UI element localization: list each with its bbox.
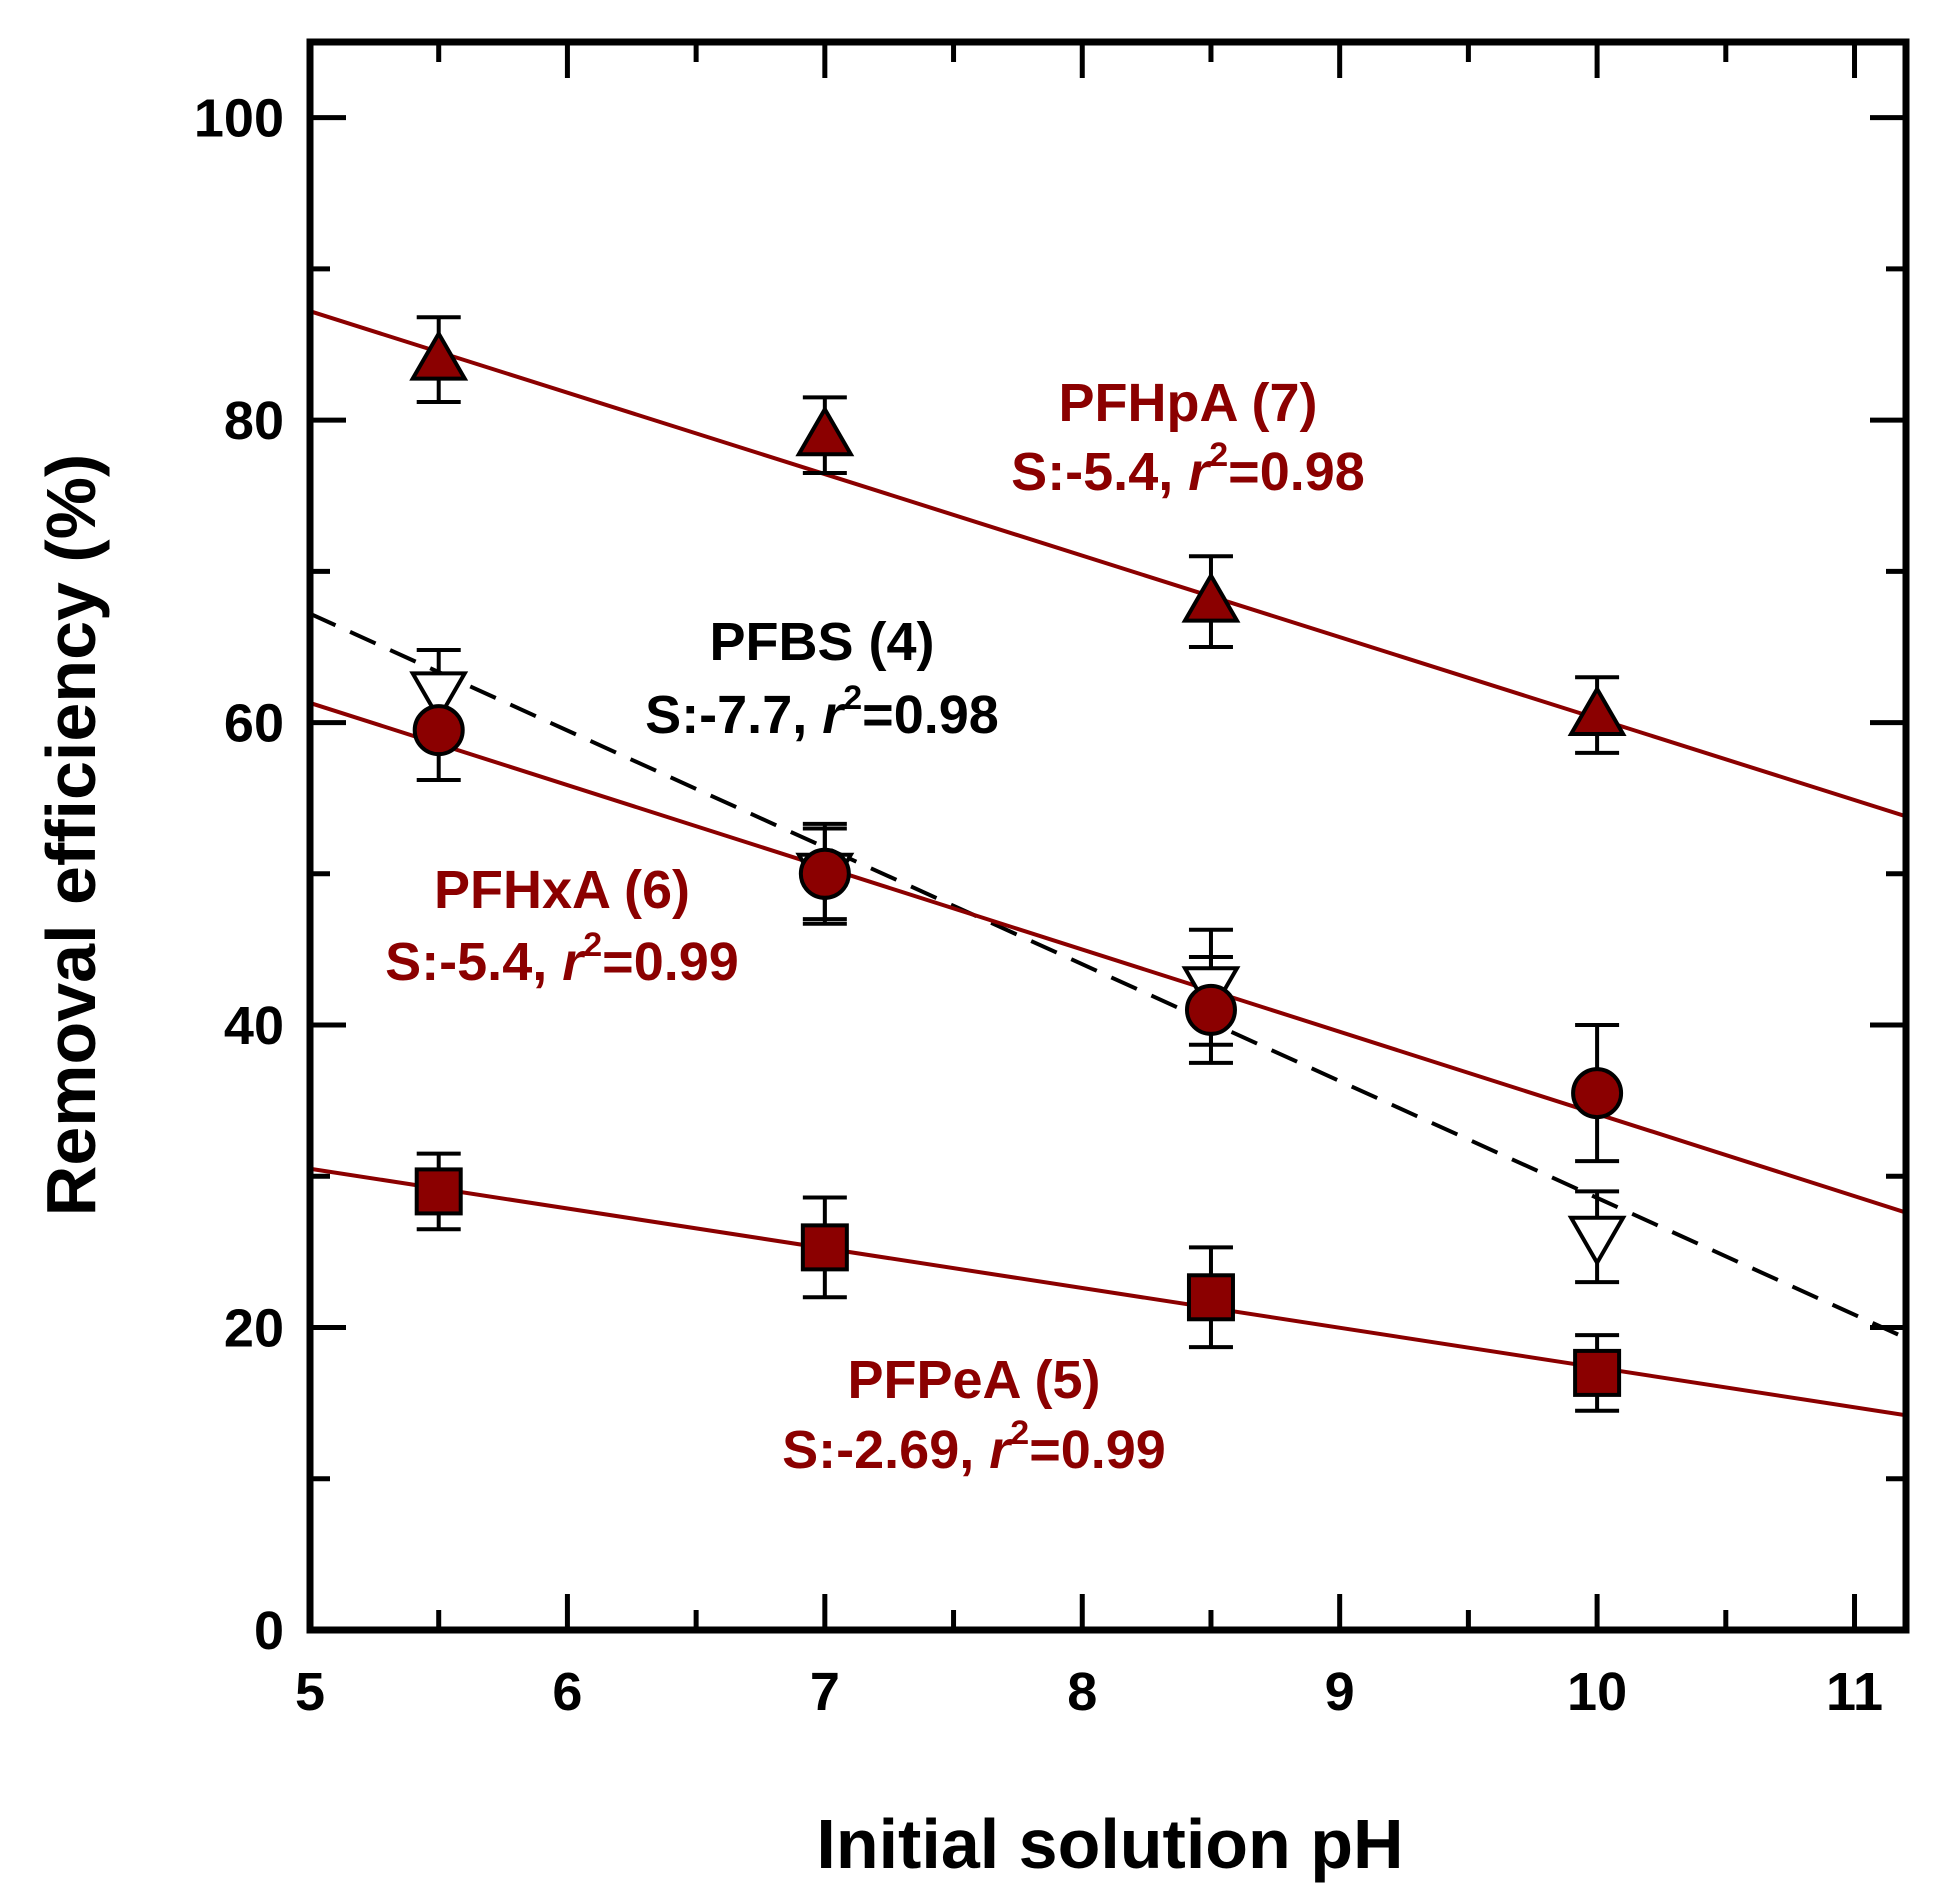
fit-line-pfhpa [309, 309, 1907, 819]
point-pfhxa [1184, 983, 1237, 1036]
fit-line-pfbs [309, 611, 1907, 1340]
point-pfpea [1186, 1273, 1235, 1322]
annotation-pfpea-value: =0.99 [1029, 1420, 1166, 1480]
point-pfpea [1573, 1348, 1622, 1397]
annotation-pfpea-name: PFPeA (5) [847, 1350, 1100, 1410]
y-tick-label: 20 [224, 1299, 284, 1359]
x-tick-label: 8 [1067, 1662, 1097, 1722]
annotation-pfhxa-value: =0.99 [602, 932, 739, 992]
annotation-pfpea-slope: S:-2.69, [782, 1420, 989, 1480]
point-pfhxa [1571, 1067, 1624, 1120]
annotation-pfhpa-value: =0.98 [1228, 442, 1365, 502]
point-pfbs [1567, 1215, 1627, 1267]
annotation-pfhpa-r: r [1188, 442, 1212, 502]
fit-line-pfhxa [309, 701, 1907, 1215]
point-pfhpa [1181, 571, 1241, 623]
annotation-pfhxa-r: r [562, 932, 586, 992]
annotation-pfhpa: PFHpA (7) S:-5.4, r2=0.98 [1011, 373, 1365, 502]
y-tick-label: 80 [224, 391, 284, 451]
point-pfhxa [412, 704, 465, 757]
y-axis-title: Removal efficiency (%) [32, 454, 110, 1216]
point-pfpea [414, 1167, 463, 1216]
annotation-pfhpa-slope: S:-5.4, [1011, 442, 1188, 502]
annotation-pfbs-r: r [822, 685, 846, 745]
y-tick-label: 100 [194, 89, 284, 149]
annotation-pfhxa: PFHxA (6) S:-5.4, r2=0.99 [385, 860, 739, 992]
x-tick-label: 5 [295, 1662, 325, 1722]
point-pfhpa [1567, 685, 1627, 737]
annotation-pfhxa-name: PFHxA (6) [434, 860, 690, 920]
annotation-pfbs-slope: S:-7.7, [645, 685, 822, 745]
point-pfhxa [798, 847, 851, 900]
annotation-pfbs: PFBS (4) S:-7.7, r2=0.98 [645, 612, 999, 745]
point-pfhpa [409, 329, 469, 381]
annotation-pfbs-value: =0.98 [862, 685, 999, 745]
annotation-pfpea: PFPeA (5) S:-2.69, r2=0.99 [782, 1350, 1166, 1480]
annotation-pfhpa-name: PFHpA (7) [1059, 373, 1318, 433]
annotation-pfbs-sup: 2 [843, 679, 862, 717]
point-pfbs [409, 671, 469, 723]
plot-frame [306, 38, 1910, 1634]
annotation-pfpea-sup: 2 [1010, 1414, 1029, 1452]
annotation-pfhxa-sup: 2 [583, 926, 602, 964]
x-tick-label: 7 [810, 1662, 840, 1722]
x-tick-label: 11 [1826, 1662, 1883, 1722]
x-axis-title: Initial solution pH [816, 1805, 1403, 1883]
point-pfhpa [795, 405, 855, 457]
annotation-pfpea-r: r [989, 1420, 1013, 1480]
annotation-pfpea-stats: S:-2.69, r2=0.99 [782, 1414, 1166, 1480]
x-tick-label: 6 [552, 1662, 582, 1722]
annotation-pfhxa-slope: S:-5.4, [385, 932, 562, 992]
annotation-pfhpa-sup: 2 [1209, 436, 1228, 474]
fit-lines [309, 309, 1907, 1418]
x-tick-label: 9 [1325, 1662, 1355, 1722]
point-pfpea [800, 1223, 849, 1272]
x-tick-label: 10 [1567, 1662, 1627, 1722]
data-points [409, 329, 1627, 1397]
y-tick-label: 0 [254, 1601, 284, 1661]
y-tick-label: 60 [224, 694, 284, 754]
y-tick-label: 40 [224, 996, 284, 1056]
annotation-pfhpa-stats: S:-5.4, r2=0.98 [1011, 436, 1365, 502]
annotation-pfhxa-stats: S:-5.4, r2=0.99 [385, 926, 739, 992]
annotation-pfbs-stats: S:-7.7, r2=0.98 [645, 679, 999, 745]
axis-ticks: 5 6 7 8 9 10 11 0 20 40 60 80 100 [194, 42, 1906, 1722]
annotation-pfbs-name: PFBS (4) [709, 612, 934, 672]
fit-line-pfpea [309, 1166, 1907, 1418]
